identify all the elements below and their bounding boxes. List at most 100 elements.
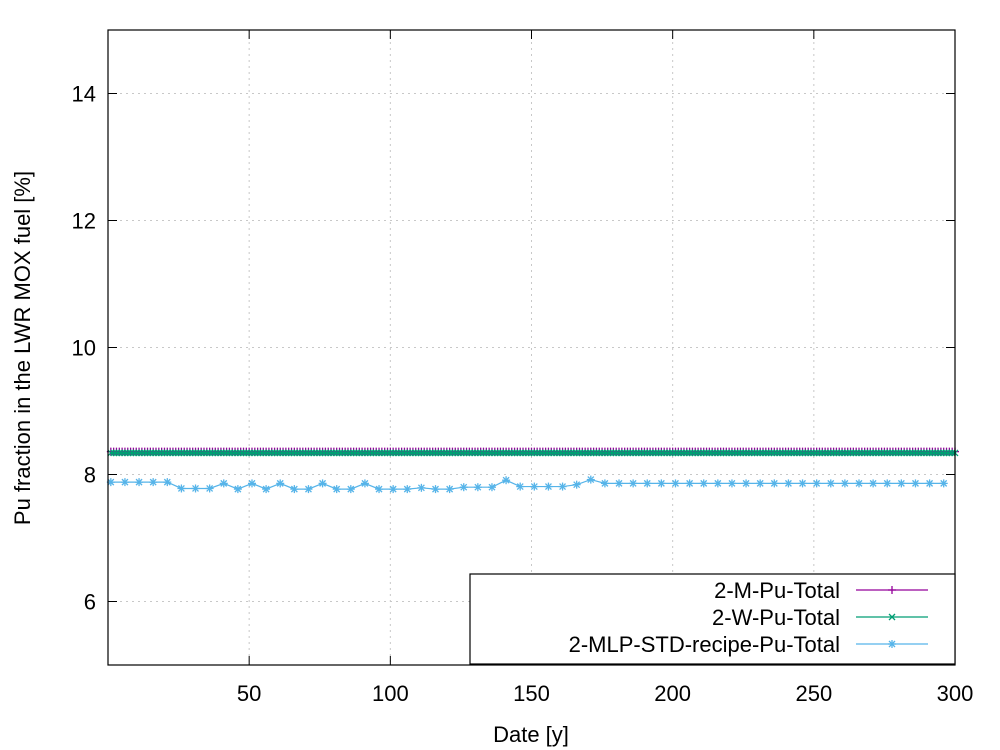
data-point: [296, 449, 304, 457]
data-point: [386, 449, 394, 457]
data-point: [895, 449, 902, 457]
data-point: [855, 449, 863, 457]
data-point: [107, 449, 115, 457]
data-point: [883, 479, 892, 488]
data-point: [161, 449, 168, 457]
series-2: [107, 449, 959, 457]
data-point: [864, 449, 871, 457]
data-point: [564, 449, 572, 457]
data-point: [917, 449, 925, 457]
data-point: [601, 449, 609, 457]
data-point: [502, 449, 510, 457]
data-point: [776, 449, 784, 457]
data-point: [146, 449, 154, 457]
data-point: [703, 449, 711, 457]
data-point: [186, 449, 194, 457]
data-point: [192, 449, 199, 457]
data-point: [759, 449, 767, 457]
data-point: [477, 449, 485, 457]
data-point: [502, 476, 511, 485]
data-point: [705, 449, 713, 457]
data-point: [189, 449, 197, 457]
data-point: [948, 449, 956, 457]
data-point: [550, 449, 558, 457]
data-point: [844, 449, 852, 457]
data-point: [544, 449, 552, 457]
data-point: [683, 449, 691, 457]
data-point: [615, 449, 623, 457]
data-point: [578, 449, 586, 457]
data-point: [838, 449, 846, 457]
data-point: [609, 449, 617, 457]
data-point: [293, 449, 301, 457]
data-point: [276, 449, 284, 457]
data-point: [358, 449, 366, 457]
data-point: [409, 449, 417, 457]
data-point: [511, 449, 519, 457]
data-point: [158, 449, 166, 457]
data-point: [203, 449, 211, 457]
data-point: [321, 449, 329, 457]
data-point: [886, 449, 894, 457]
data-point: [367, 449, 375, 457]
data-point: [736, 449, 744, 457]
data-point: [471, 449, 479, 457]
data-point: [567, 449, 575, 457]
data-point: [324, 449, 332, 457]
legend-label: 2-M-Pu-Total: [714, 578, 840, 603]
axes: 50 100 150 200 250 300 6 8 10 12 14: [72, 29, 974, 706]
data-point: [183, 449, 191, 457]
data-point: [900, 449, 908, 457]
data-point: [699, 479, 708, 488]
data-point: [621, 449, 629, 457]
data-point: [431, 485, 440, 494]
data-point: [432, 449, 439, 457]
data-point: [113, 449, 120, 457]
data-point: [615, 479, 624, 488]
data-point: [403, 485, 412, 494]
data-point: [395, 449, 403, 457]
data-point: [180, 449, 188, 457]
data-point: [807, 449, 815, 457]
data-point: [643, 449, 651, 457]
data-point: [923, 449, 931, 457]
data-point: [318, 479, 327, 488]
data-point: [496, 449, 504, 457]
data-point: [369, 449, 377, 457]
data-point: [595, 449, 603, 457]
data-point: [720, 449, 727, 457]
data-point: [542, 449, 550, 457]
data-point: [110, 449, 118, 457]
data-point: [561, 449, 569, 457]
data-point: [770, 449, 778, 457]
data-point: [618, 449, 626, 457]
data-point: [626, 449, 634, 457]
data-point: [415, 449, 423, 457]
data-point: [677, 449, 685, 457]
x-tick-label: 300: [937, 681, 974, 706]
data-point: [821, 449, 829, 457]
data-point: [378, 449, 386, 457]
data-point: [914, 449, 922, 457]
data-point: [513, 449, 521, 457]
data-point: [474, 449, 482, 457]
legend-label: 2-W-Pu-Total: [712, 605, 840, 630]
data-point: [426, 449, 434, 457]
data-point: [290, 449, 298, 457]
data-point: [304, 485, 313, 494]
data-point: [629, 479, 638, 488]
data-point: [245, 449, 253, 457]
data-point: [423, 449, 431, 457]
data-point: [505, 449, 513, 457]
data-point: [240, 449, 247, 457]
x-tick-label: 100: [372, 681, 409, 706]
data-point: [516, 482, 525, 491]
data-point: [417, 449, 425, 457]
data-point: [581, 449, 589, 457]
data-point: [892, 449, 900, 457]
data-point: [751, 449, 759, 457]
data-point: [120, 478, 129, 487]
data-point: [939, 479, 948, 488]
data-point: [888, 613, 896, 621]
